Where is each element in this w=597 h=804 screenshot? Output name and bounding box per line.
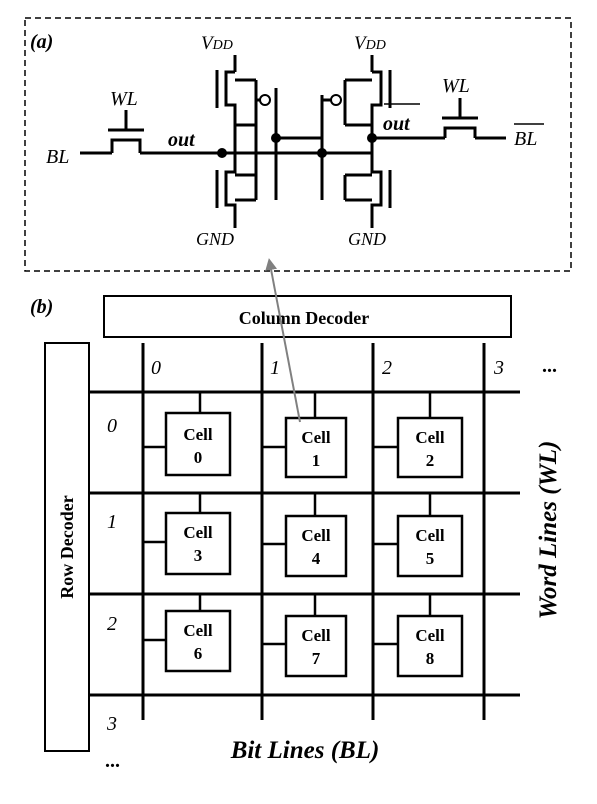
memory-cell: Cell 3 [164, 511, 232, 576]
access-transistor-left [110, 138, 142, 153]
wl-right-label: WL [442, 75, 470, 97]
svg-text:Cell: Cell [183, 523, 213, 542]
svg-text:3: 3 [194, 546, 203, 565]
circuit-junctions [217, 133, 377, 158]
out-right-label: out [383, 113, 411, 135]
nmos-left [224, 153, 237, 222]
pmos-left [224, 70, 237, 153]
svg-text:0: 0 [194, 448, 203, 467]
pmos-right-bubble [330, 94, 342, 106]
sram-6t-circuit [80, 55, 506, 228]
access-transistor-right [443, 126, 477, 138]
row-index: 3 [106, 713, 117, 735]
memory-cell: Cell 6 [164, 609, 232, 673]
row-more: ... [105, 750, 120, 772]
svg-text:1: 1 [312, 451, 321, 470]
svg-text:2: 2 [426, 451, 435, 470]
memory-cell: Cell 1 [284, 416, 348, 479]
column-index: 1 [270, 357, 280, 379]
memory-cell: Cell 7 [284, 614, 348, 678]
panel-b-label: (b) [30, 296, 53, 318]
wl-left-label: WL [110, 88, 138, 110]
svg-text:Cell: Cell [301, 428, 331, 447]
panel-a-dashed-border [24, 17, 572, 272]
column-more: ... [542, 355, 557, 377]
row-index: 0 [107, 415, 117, 437]
vdd-right-label: VDD [354, 33, 386, 54]
gnd-left-label: GND [196, 229, 234, 249]
memory-cell: Cell 5 [396, 514, 464, 578]
svg-text:8: 8 [426, 649, 435, 668]
panel-a-label: (a) [30, 31, 53, 53]
svg-text:Cell: Cell [183, 621, 213, 640]
svg-text:Cell: Cell [183, 425, 213, 444]
pmos-right [370, 70, 383, 153]
row-decoder-box [44, 342, 90, 752]
svg-text:5: 5 [426, 549, 435, 568]
column-index: 0 [151, 357, 161, 379]
bit-lines [141, 343, 486, 720]
bl-left-label: BL [46, 146, 69, 168]
word-lines-title: Word Lines (WL) [535, 441, 562, 620]
vdd-left-label: VDD [201, 33, 233, 54]
row-decoder-label: Row Decoder [57, 495, 77, 598]
svg-text:7: 7 [312, 649, 321, 668]
memory-cell: Cell 8 [396, 614, 464, 678]
pmos-left-bubble [259, 94, 271, 106]
memory-cell: Cell 0 [164, 411, 232, 477]
svg-text:4: 4 [312, 549, 321, 568]
svg-text:Cell: Cell [415, 428, 445, 447]
row-index: 2 [107, 613, 117, 635]
column-decoder-label: Column Decoder [239, 308, 369, 328]
memory-cell: Cell 4 [284, 514, 348, 578]
out-left-label: out [168, 129, 196, 151]
zoom-arrow [265, 258, 301, 423]
column-index: 2 [382, 357, 392, 379]
word-lines [89, 390, 520, 697]
gnd-right-label: GND [348, 229, 386, 249]
column-decoder-box [103, 295, 512, 338]
svg-text:Cell: Cell [415, 626, 445, 645]
svg-text:Cell: Cell [301, 626, 331, 645]
column-index: 3 [493, 357, 504, 379]
svg-text:Cell: Cell [301, 526, 331, 545]
bl-right-label: BL [514, 128, 537, 150]
svg-text:6: 6 [194, 644, 203, 663]
memory-cell: Cell 2 [396, 416, 464, 479]
svg-text:Cell: Cell [415, 526, 445, 545]
nmos-right [370, 153, 383, 222]
bit-lines-title: Bit Lines (BL) [230, 737, 380, 764]
cell-connections [143, 392, 432, 646]
row-index: 1 [107, 511, 117, 533]
